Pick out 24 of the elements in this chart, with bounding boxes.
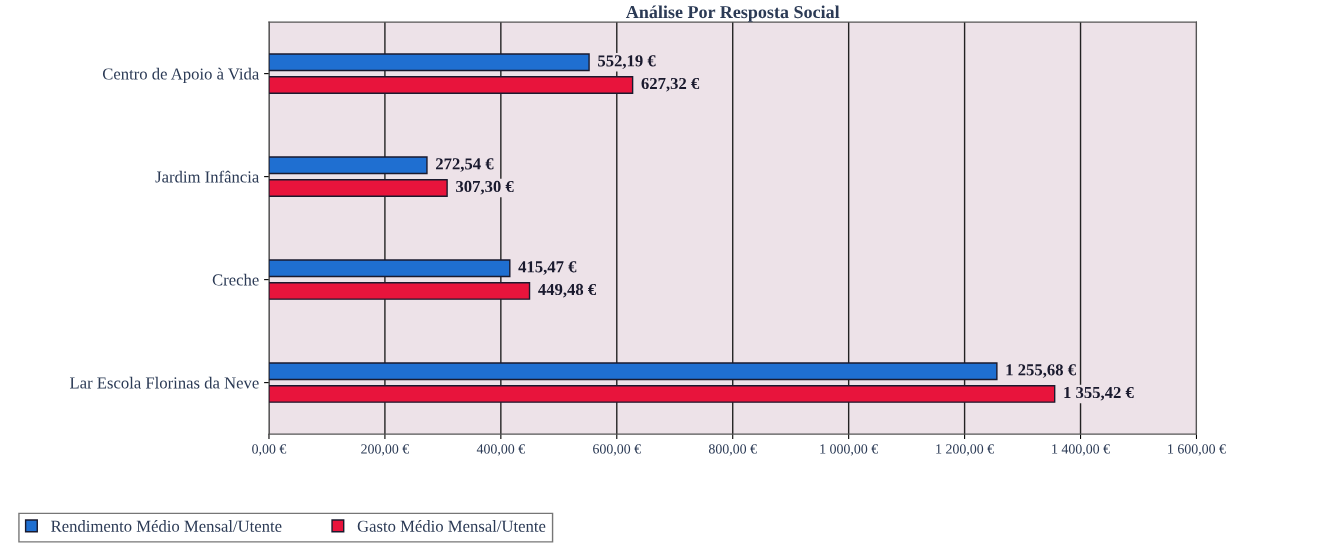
data-label: 1 355,42 € [1064,386,1134,401]
x-tick-label: 1 400,00 € [1052,444,1110,456]
y-tick-label: Lar Escola Florinas da Neve [69,376,259,389]
x-tick-label: 1 000,00 € [820,444,878,456]
x-tick-label: 1 200,00 € [936,444,994,456]
data-label: 552,19 € [598,55,656,69]
legend-label: Gasto Médio Mensal/Utente [357,520,546,532]
x-tick-label: 600,00 € [593,444,641,456]
data-label: 449,48 € [538,283,597,298]
legend-label: Rendimento Médio Mensal/Utente [51,520,282,532]
y-tick-label: Jardim Infância [155,170,260,183]
x-tick-label: 200,00 € [361,444,410,456]
x-tick-label: 800,00 € [708,444,757,456]
x-tick-label: 1 600,00 € [1168,444,1226,456]
data-label: 1 255,68 € [1006,364,1076,378]
data-label: 415,47 € [518,261,577,275]
y-tick-label: Creche [212,273,259,286]
data-label: 627,32 € [641,77,700,92]
chart-title: Análise Por Resposta Social [625,5,840,22]
data-label: 307,30 € [456,180,514,195]
data-label: 272,54 € [436,158,494,172]
x-tick-label: 400,00 € [476,444,525,456]
y-tick-label: Centro de Apoio à Vida [102,67,260,83]
x-tick-label: 0,00 € [252,444,287,456]
